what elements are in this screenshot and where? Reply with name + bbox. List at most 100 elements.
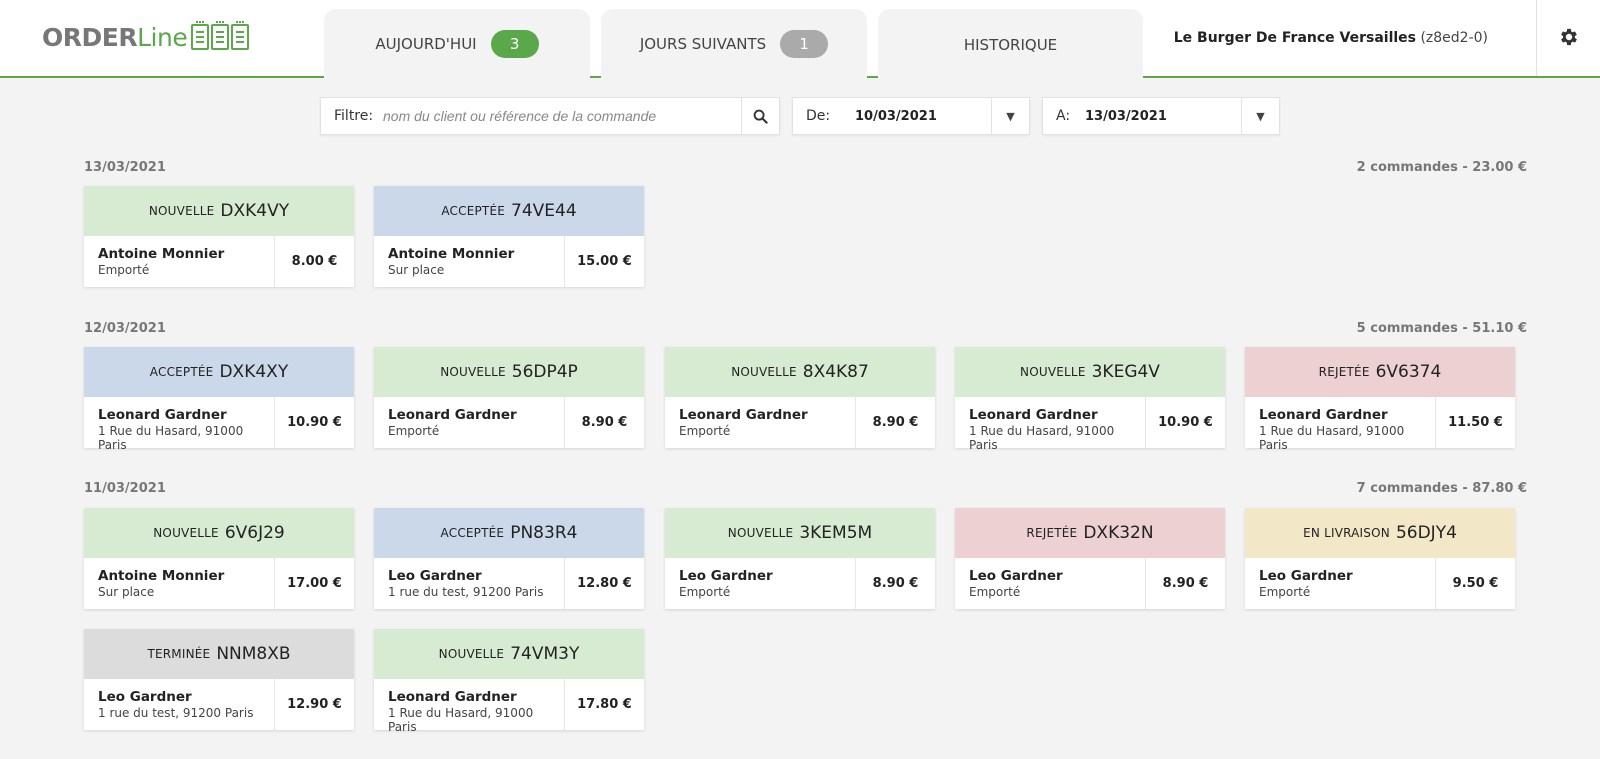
order-price: 8.90 € xyxy=(872,576,919,591)
order-status: En livraison xyxy=(1303,526,1390,540)
order-status: Nouvelle xyxy=(440,365,506,379)
order-card-header: Nouvelle 3KEM5M xyxy=(665,508,935,558)
order-customer-name: Leo Gardner xyxy=(98,689,192,705)
order-reference: DXK4VY xyxy=(220,201,290,221)
order-card-header: Nouvelle 3KEG4V xyxy=(955,347,1225,397)
order-customer-info: Leonard Gardner 1 Rue du Hasard, 91000 P… xyxy=(955,397,1146,452)
order-card-header: Nouvelle 74VM3Y xyxy=(374,629,644,679)
order-customer-info: Leo Gardner Emporté xyxy=(1245,558,1436,609)
header-divider xyxy=(1536,0,1537,76)
order-card[interactable]: Acceptée 74VE44 Antoine Monnier Sur plac… xyxy=(374,186,644,287)
order-card-header: Acceptée DXK4XY xyxy=(84,347,354,397)
order-card[interactable]: Nouvelle 3KEG4V Leonard Gardner 1 Rue du… xyxy=(955,347,1225,452)
order-price: 8.90 € xyxy=(872,415,919,430)
order-customer-info: Leonard Gardner Emporté xyxy=(374,397,565,448)
order-card-body: Leonard Gardner 1 Rue du Hasard, 91000 P… xyxy=(1245,397,1515,452)
restaurant-name: Le Burger De France Versailles xyxy=(1173,30,1416,46)
order-customer-info: Leonard Gardner 1 Rue du Hasard, 91000 P… xyxy=(374,679,565,734)
chevron-down-icon[interactable]: ▼ xyxy=(1241,98,1279,134)
tab-next-days-count-badge: 1 xyxy=(780,29,829,58)
order-customer-name: Leonard Gardner xyxy=(98,407,227,423)
orderline-logo[interactable]: ORDER Line xyxy=(42,20,250,54)
gear-icon[interactable] xyxy=(1558,26,1580,48)
order-card-body: Leo Gardner Emporté 8.90 € xyxy=(955,558,1225,609)
day-summary: 7 commandes - 87.80 € xyxy=(1356,481,1527,496)
order-delivery-mode: Emporté xyxy=(679,424,731,438)
order-price: 10.90 € xyxy=(287,415,342,430)
order-card[interactable]: Nouvelle 6V6J29 Antoine Monnier Sur plac… xyxy=(84,508,354,609)
order-delivery-mode: 1 Rue du Hasard, 91000 Paris xyxy=(98,424,244,452)
order-card-body: Leo Gardner Emporté 8.90 € xyxy=(665,558,935,609)
order-price: 17.80 € xyxy=(577,697,632,712)
order-card[interactable]: Rejetée DXK32N Leo Gardner Emporté 8.90 … xyxy=(955,508,1225,609)
order-customer-info: Antoine Monnier Emporté xyxy=(84,236,275,287)
order-customer-info: Leo Gardner Emporté xyxy=(955,558,1146,609)
order-card-body: Antoine Monnier Sur place 15.00 € xyxy=(374,236,644,287)
order-price: 8.00 € xyxy=(291,254,338,269)
order-price: 10.90 € xyxy=(1158,415,1213,430)
order-delivery-mode: 1 rue du test, 91200 Paris xyxy=(98,706,254,720)
filter-box: Filtre: xyxy=(320,97,780,135)
date-from-label: De: xyxy=(806,108,831,124)
date-to-value: 13/03/2021 xyxy=(1085,108,1167,124)
logo-text-order: ORDER xyxy=(42,22,138,52)
logo-text-line: Line xyxy=(137,22,188,52)
order-customer-name: Leo Gardner xyxy=(388,568,482,584)
order-card-header: Nouvelle DXK4VY xyxy=(84,186,354,236)
order-card[interactable]: Rejetée 6V6374 Leonard Gardner 1 Rue du … xyxy=(1245,347,1515,452)
order-delivery-mode: 1 Rue du Hasard, 91000 Paris xyxy=(1259,424,1405,452)
tab-history[interactable]: HISTORIQUE xyxy=(878,9,1143,80)
order-status: Nouvelle xyxy=(148,204,215,218)
order-card[interactable]: Nouvelle 8X4K87 Leonard Gardner Emporté … xyxy=(665,347,935,448)
order-reference: 74VM3Y xyxy=(510,644,580,664)
order-customer-info: Leo Gardner Emporté xyxy=(665,558,856,609)
order-card[interactable]: Nouvelle 74VM3Y Leonard Gardner 1 Rue du… xyxy=(374,629,644,734)
order-customer-name: Leo Gardner xyxy=(1259,568,1353,584)
order-status: Acceptée xyxy=(149,365,214,379)
order-reference: 6V6374 xyxy=(1375,362,1442,382)
order-customer-info: Leo Gardner 1 rue du test, 91200 Paris xyxy=(84,679,275,730)
notepad-icon xyxy=(191,21,250,50)
order-card[interactable]: Acceptée PN83R4 Leo Gardner 1 rue du tes… xyxy=(374,508,644,609)
order-reference: DXK4XY xyxy=(219,362,289,382)
order-delivery-mode: Emporté xyxy=(388,424,440,438)
order-card-body: Antoine Monnier Emporté 8.00 € xyxy=(84,236,354,287)
order-card[interactable]: Nouvelle DXK4VY Antoine Monnier Emporté … xyxy=(84,186,354,287)
tab-next-days[interactable]: JOURS SUIVANTS 1 xyxy=(601,9,867,78)
order-card[interactable]: En livraison 56DJY4 Leo Gardner Emporté … xyxy=(1245,508,1515,609)
restaurant-info: Le Burger De France Versailles (z8ed2-0) xyxy=(1174,30,1488,46)
order-status: Rejetée xyxy=(1318,365,1370,379)
order-customer-name: Leonard Gardner xyxy=(1259,407,1388,423)
date-from-select[interactable]: De: 10/03/2021 ▼ xyxy=(792,97,1030,135)
order-card[interactable]: Acceptée DXK4XY Leonard Gardner 1 Rue du… xyxy=(84,347,354,452)
chevron-down-icon[interactable]: ▼ xyxy=(991,98,1029,134)
day-date: 13/03/2021 xyxy=(84,160,166,175)
order-status: Nouvelle xyxy=(438,647,505,661)
order-status: Acceptée xyxy=(440,526,505,540)
order-card-body: Leonard Gardner Emporté 8.90 € xyxy=(665,397,935,448)
restaurant-code: (z8ed2-0) xyxy=(1420,30,1488,46)
order-card-body: Leo Gardner Emporté 9.50 € xyxy=(1245,558,1515,609)
filter-input[interactable] xyxy=(383,98,741,134)
order-status: Nouvelle xyxy=(731,365,797,379)
order-customer-info: Leo Gardner 1 rue du test, 91200 Paris xyxy=(374,558,565,609)
order-status: Acceptée xyxy=(441,204,506,218)
order-status: Terminée xyxy=(147,647,211,661)
order-card-body: Leonard Gardner 1 Rue du Hasard, 91000 P… xyxy=(374,679,644,734)
order-customer-name: Leo Gardner xyxy=(679,568,773,584)
order-price: 8.90 € xyxy=(581,415,628,430)
tab-today[interactable]: AUJOURD'HUI 3 xyxy=(324,9,590,78)
order-reference: NNM8XB xyxy=(216,644,291,664)
order-card[interactable]: Nouvelle 56DP4P Leonard Gardner Emporté … xyxy=(374,347,644,448)
order-card-body: Leo Gardner 1 rue du test, 91200 Paris 1… xyxy=(84,679,354,730)
order-reference: 56DP4P xyxy=(511,362,578,382)
search-icon[interactable] xyxy=(741,98,779,134)
order-price: 15.00 € xyxy=(577,254,632,269)
order-card-header: En livraison 56DJY4 xyxy=(1245,508,1515,558)
order-card[interactable]: Terminée NNM8XB Leo Gardner 1 rue du tes… xyxy=(84,629,354,730)
order-card[interactable]: Nouvelle 3KEM5M Leo Gardner Emporté 8.90… xyxy=(665,508,935,609)
order-customer-name: Leo Gardner xyxy=(969,568,1063,584)
order-delivery-mode: 1 rue du test, 91200 Paris xyxy=(388,585,544,599)
date-to-select[interactable]: A: 13/03/2021 ▼ xyxy=(1042,97,1280,135)
order-reference: 8X4K87 xyxy=(802,362,869,382)
